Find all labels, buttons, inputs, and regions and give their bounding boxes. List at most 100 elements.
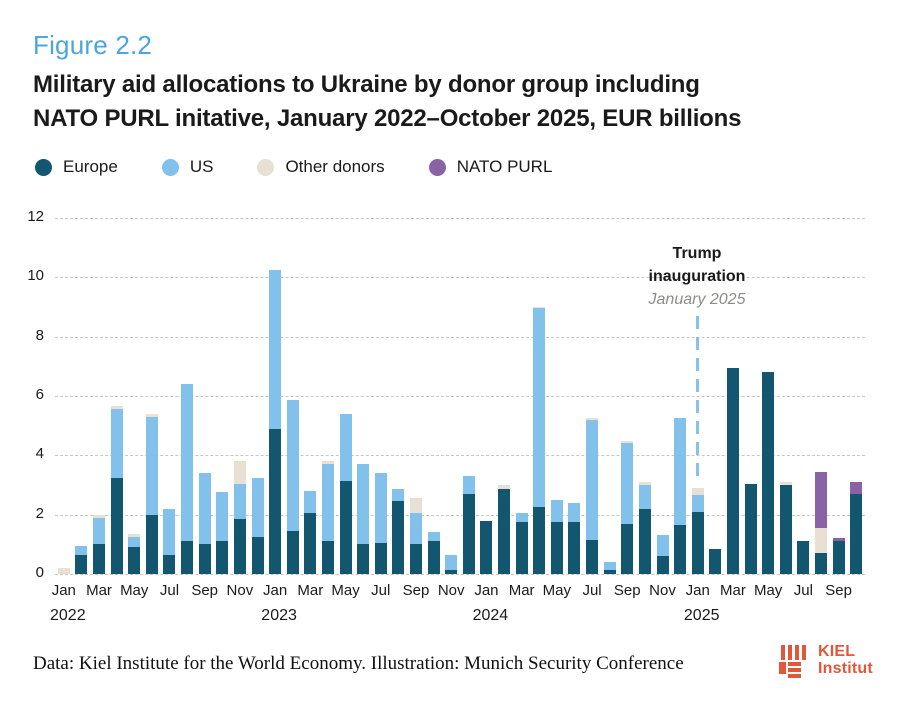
y-tick-label: 6 bbox=[35, 386, 44, 403]
bar-segment-other-donors bbox=[110, 406, 123, 410]
bar-segment-us bbox=[339, 413, 352, 481]
x-year-label: 2022 bbox=[50, 607, 86, 624]
bar-segment-other-donors bbox=[145, 413, 158, 417]
bar-segment-us bbox=[198, 473, 211, 545]
bar-segment-us bbox=[233, 483, 246, 520]
bar-segment-us bbox=[621, 443, 634, 524]
bar-segment-europe bbox=[462, 493, 475, 574]
legend-item-us: US bbox=[161, 157, 214, 177]
gridline-y-0 bbox=[55, 574, 865, 575]
bar-segment-us bbox=[427, 532, 440, 542]
legend-item-nato-purl: NATO PURL bbox=[428, 157, 552, 177]
bar-segment-europe bbox=[75, 554, 88, 574]
bar-segment-us bbox=[75, 545, 88, 555]
x-year-label: 2024 bbox=[472, 607, 509, 624]
bar-segment-us bbox=[357, 464, 370, 545]
gridline-y-6 bbox=[55, 396, 865, 397]
bar-segment-europe bbox=[445, 569, 458, 574]
bar-segment-europe bbox=[586, 539, 599, 574]
bar-segment-other-donors bbox=[498, 485, 511, 490]
bar-segment-europe bbox=[269, 428, 282, 574]
bar-segment-us bbox=[181, 384, 194, 542]
bar-segment-us bbox=[515, 513, 528, 523]
bar-segment-europe bbox=[744, 483, 757, 574]
x-tick-label: Mar bbox=[297, 582, 324, 599]
bar-segment-europe bbox=[726, 367, 739, 574]
bar-segment-europe bbox=[304, 513, 317, 574]
bar-segment-europe bbox=[163, 554, 176, 574]
inauguration-annotation: Trump inauguration January 2025 bbox=[597, 242, 797, 311]
bar-segment-europe bbox=[339, 480, 352, 574]
bar-segment-other-donors bbox=[409, 498, 422, 514]
bar-segment-europe bbox=[638, 508, 651, 574]
bar-segment-us bbox=[286, 400, 299, 531]
x-tick-label: Sep bbox=[191, 582, 219, 599]
bar-segment-europe bbox=[533, 507, 546, 574]
source-credit: Data: Kiel Institute for the World Econo… bbox=[33, 653, 684, 674]
bar-segment-europe bbox=[515, 522, 528, 574]
legend-label: Other donors bbox=[285, 157, 385, 176]
figure-number: Figure 2.2 bbox=[33, 30, 153, 60]
bar-segment-europe bbox=[409, 544, 422, 574]
gridline-y-8 bbox=[55, 336, 865, 338]
annotation-line3: January 2025 bbox=[648, 291, 746, 308]
kiel-logo-text: KIEL Institut bbox=[818, 643, 873, 677]
bar-segment-other-donors bbox=[779, 482, 792, 485]
bar-segment-us bbox=[110, 409, 123, 478]
bar-segment-europe bbox=[850, 493, 863, 574]
bar-segment-europe bbox=[691, 511, 704, 574]
bar-segment-us bbox=[216, 492, 229, 542]
kiel-logo-text-top: KIEL bbox=[818, 643, 856, 660]
bar-segment-us bbox=[269, 269, 282, 429]
bar-segment-europe bbox=[603, 569, 616, 574]
y-tick-label: 2 bbox=[35, 504, 44, 522]
bar-segment-europe bbox=[374, 542, 387, 574]
bar-segment-us bbox=[392, 489, 405, 502]
y-tick-label: 10 bbox=[27, 267, 44, 285]
annotation-line1: Trump bbox=[672, 245, 722, 262]
bar-segment-us bbox=[409, 513, 422, 545]
gridline-y-12 bbox=[55, 218, 865, 219]
bar-segment-europe bbox=[498, 489, 511, 574]
x-tick-label: Jan bbox=[685, 582, 710, 599]
bar-segment-europe bbox=[656, 556, 669, 574]
x-tick-label: May bbox=[753, 582, 783, 599]
x-tick-label: Nov bbox=[226, 582, 254, 599]
bar-segment-europe bbox=[814, 553, 827, 574]
x-tick-label: Jan bbox=[51, 582, 76, 599]
x-tick-label: May bbox=[331, 582, 360, 599]
bar-segment-europe bbox=[145, 514, 158, 574]
bar-segment-europe bbox=[621, 523, 634, 574]
annotation-line2: inauguration bbox=[648, 268, 746, 285]
legend-label: US bbox=[189, 157, 214, 176]
chart-title-line2: NATO PURL initative, January 2022–Octobe… bbox=[33, 105, 742, 132]
x-tick-label: Jan bbox=[263, 582, 288, 599]
bar-segment-us bbox=[638, 485, 651, 509]
bar-segment-us bbox=[374, 473, 387, 543]
bar-segment-europe bbox=[110, 477, 123, 574]
bar-segment-europe bbox=[427, 541, 440, 574]
legend: Europe US Other donors NATO PURL bbox=[35, 157, 596, 177]
bar-segment-nato-purl bbox=[832, 538, 845, 542]
y-tick-label: 4 bbox=[35, 445, 44, 463]
x-tick-label: Mar bbox=[720, 582, 746, 599]
bar-segment-us bbox=[603, 562, 616, 570]
inauguration-marker-line bbox=[696, 316, 699, 480]
bar-segment-other-donors bbox=[814, 528, 827, 554]
bar-segment-other-donors bbox=[57, 568, 70, 574]
bar-segment-us bbox=[445, 554, 458, 570]
bar-segment-us bbox=[251, 477, 264, 537]
x-tick-label: Sep bbox=[613, 582, 641, 599]
legend-item-europe: Europe bbox=[35, 157, 118, 177]
kiel-institut-logo: KIEL Institut bbox=[779, 643, 873, 686]
bar-segment-other-donors bbox=[533, 306, 546, 309]
bar-segment-europe bbox=[321, 541, 334, 574]
x-tick-label: Jan bbox=[474, 582, 499, 599]
bar-segment-europe bbox=[198, 544, 211, 574]
bar-segment-europe bbox=[286, 530, 299, 574]
kiel-logo-icon bbox=[779, 645, 813, 686]
bar-segment-europe bbox=[93, 544, 106, 574]
bar-segment-other-donors bbox=[586, 418, 599, 420]
bar-segment-europe bbox=[392, 501, 405, 574]
